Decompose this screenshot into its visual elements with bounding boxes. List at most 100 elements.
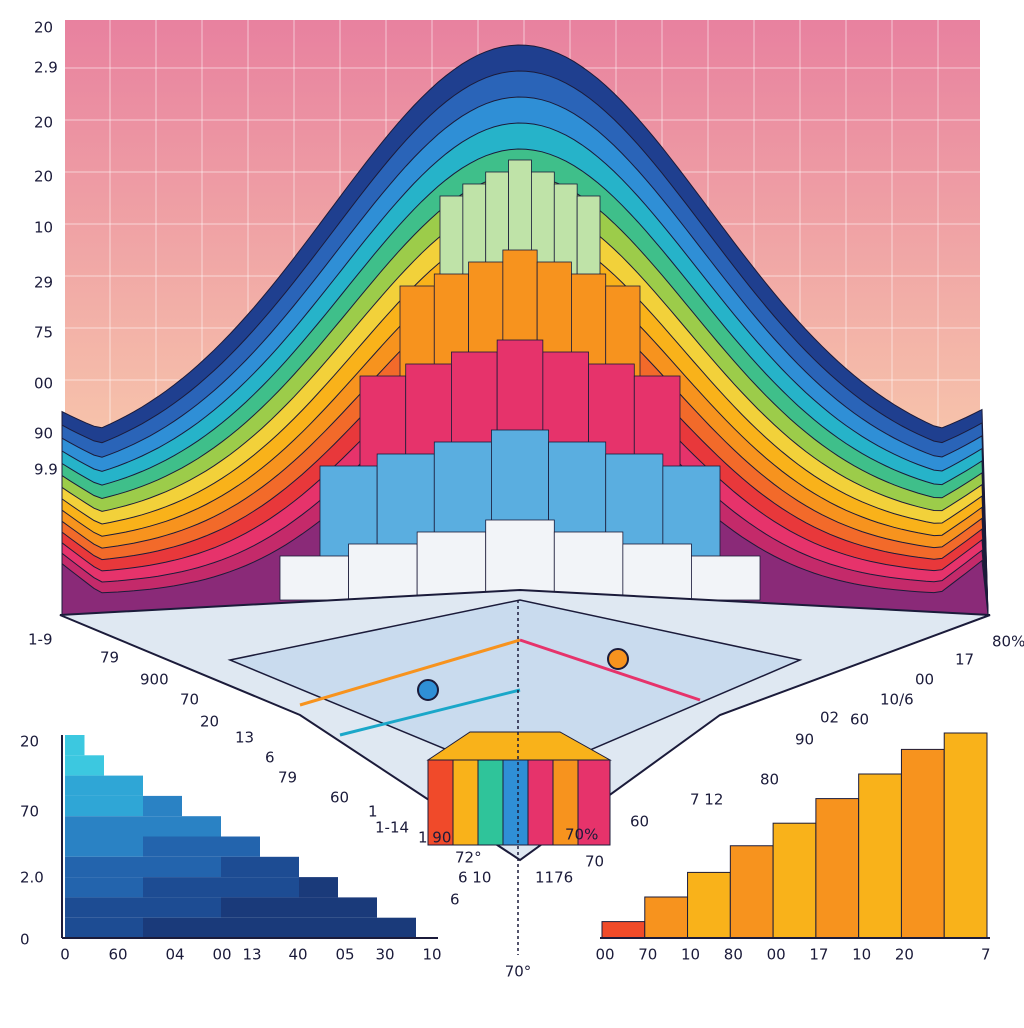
heat-cell <box>396 917 416 938</box>
y-axis-label: 75 <box>34 324 53 342</box>
scatter-label: 1 90 <box>418 829 451 847</box>
y-axis-label: 90 <box>34 425 53 443</box>
scatter-label: 1176 <box>535 869 573 887</box>
scatter-label: 70 <box>180 691 199 709</box>
heat-cell <box>84 877 104 898</box>
scatter-label: 17 <box>955 651 974 669</box>
inner-column <box>622 543 692 601</box>
heat-cell <box>162 836 182 857</box>
scatter-label: 90 <box>795 731 814 749</box>
heat-cell <box>221 856 241 878</box>
bar <box>729 845 774 939</box>
heat-cell <box>65 836 85 857</box>
x-tick-label: 80 <box>724 946 743 964</box>
heat-cell <box>201 816 221 837</box>
bell-surface <box>61 44 989 616</box>
y-axis-label: 29 <box>34 274 53 292</box>
scatter-label: 1-14 <box>375 819 409 837</box>
heat-cell <box>65 775 85 796</box>
heatmap-x-label: 13 <box>242 946 261 964</box>
heat-cell <box>377 917 397 938</box>
heatmap <box>65 735 416 938</box>
heat-cell <box>201 897 221 918</box>
heat-cell <box>357 917 377 938</box>
scatter-label: 1 <box>368 803 378 821</box>
heat-cell <box>104 897 124 918</box>
scatter-label: 60 <box>850 711 869 729</box>
heat-cell <box>123 816 143 837</box>
heat-cell <box>201 856 221 878</box>
heatmap-x-label: 10 <box>422 946 441 964</box>
heatmap-y-label: 0 <box>20 931 30 949</box>
heat-cell <box>338 897 358 918</box>
heat-cell <box>143 836 163 857</box>
heat-cell <box>201 917 221 938</box>
heat-cell <box>65 795 85 817</box>
scatter-label: 10/6 <box>880 691 914 709</box>
heat-cell <box>240 856 260 878</box>
inner-column <box>485 519 555 601</box>
scatter-label: 13 <box>235 729 254 747</box>
heat-cell <box>104 856 124 878</box>
scatter-label: 80% <box>992 633 1024 651</box>
heat-cell <box>143 816 163 837</box>
heat-cell <box>123 775 143 796</box>
heat-cell <box>162 856 182 878</box>
heatmap-y-label: 2.0 <box>20 869 44 887</box>
heat-cell <box>65 735 85 756</box>
heat-cell <box>260 877 280 898</box>
heat-cell <box>279 856 299 878</box>
x-tick-label: 10 <box>852 946 871 964</box>
heat-cell <box>123 856 143 878</box>
scatter-label: 1-9 <box>28 631 53 649</box>
heat-cell <box>104 775 124 796</box>
heatmap-x-label: 05 <box>335 946 354 964</box>
heat-cell <box>123 897 143 918</box>
heat-cell <box>84 816 104 837</box>
heat-cell <box>162 816 182 837</box>
heatmap-x-label: 60 <box>108 946 127 964</box>
heat-cell <box>143 917 163 938</box>
x-tick-label: 20 <box>895 946 914 964</box>
heat-cell <box>260 856 280 878</box>
heat-cell <box>279 917 299 938</box>
scatter-label: 900 <box>140 671 169 689</box>
heat-cell <box>65 917 85 938</box>
inner-column <box>348 543 418 601</box>
heatmap-x-label: 40 <box>288 946 307 964</box>
heat-cell <box>221 917 241 938</box>
heat-cell <box>162 897 182 918</box>
x-tick-label: 00 <box>767 946 786 964</box>
floor-dot <box>607 648 629 670</box>
heat-cell <box>84 775 104 796</box>
heat-cell <box>240 877 260 898</box>
floor-line <box>299 638 521 707</box>
y-axis-label: 00 <box>34 375 53 393</box>
heat-cell <box>221 877 241 898</box>
bar <box>772 822 817 939</box>
heatmap-x-label: 0 <box>60 946 70 964</box>
heat-cell <box>182 816 202 837</box>
heat-cell <box>65 755 85 776</box>
heat-cell <box>279 877 299 898</box>
heat-cell <box>279 897 299 918</box>
center-label: 70° <box>505 963 532 981</box>
heat-cell <box>143 795 163 817</box>
x-tick-label: 70 <box>638 946 657 964</box>
y-axis-label: 2.9 <box>34 59 58 77</box>
y-axis-label: 20 <box>34 19 53 37</box>
heat-cell <box>182 836 202 857</box>
scatter-label: 79 <box>100 649 119 667</box>
bar <box>815 798 860 939</box>
heat-cell <box>104 836 124 857</box>
scatter-label: 70 <box>585 853 604 871</box>
heat-cell <box>201 877 221 898</box>
heat-cell <box>84 856 104 878</box>
heat-cell <box>318 877 338 898</box>
floor-dot <box>417 679 439 701</box>
heat-cell <box>84 755 104 776</box>
heat-cell <box>123 877 143 898</box>
scatter-label: 6 <box>265 749 275 767</box>
